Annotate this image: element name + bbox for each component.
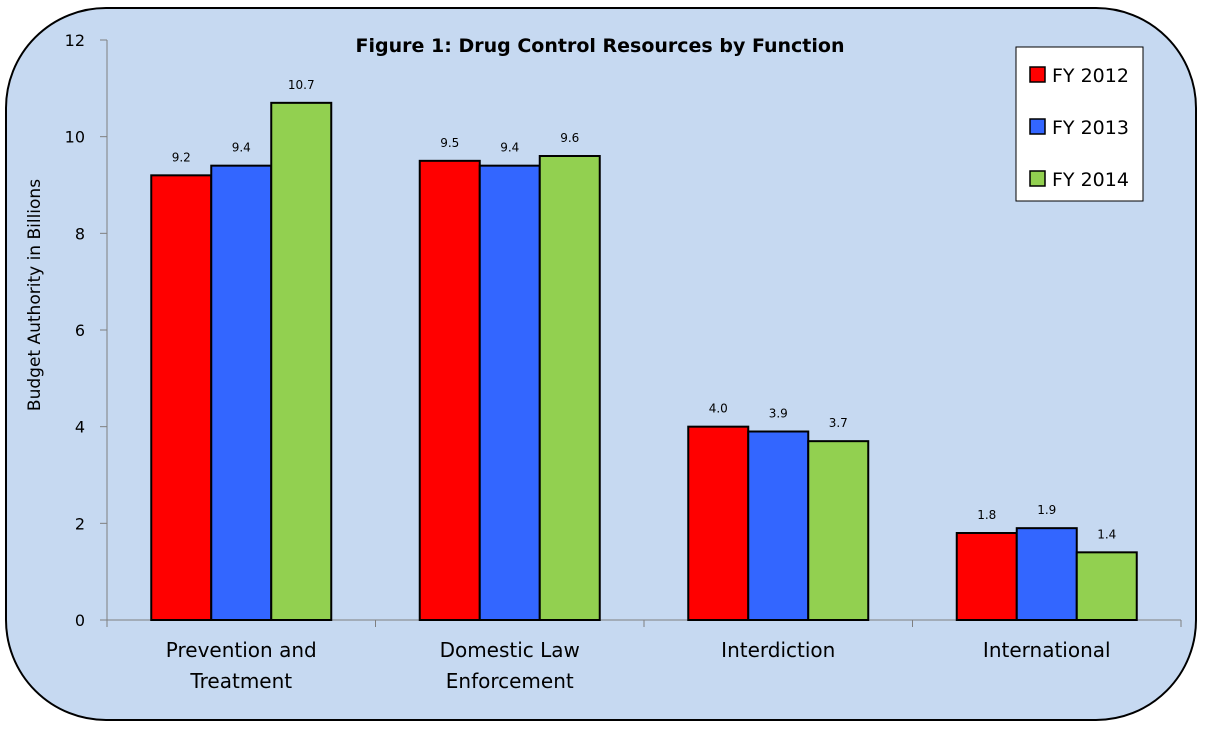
legend-swatch xyxy=(1029,170,1046,187)
bar-data-label: 3.9 xyxy=(769,407,788,421)
y-axis: 0 2 4 6 8 10 12 xyxy=(65,31,108,630)
y-tick-label: 0 xyxy=(75,611,85,630)
bar-data-label: 3.7 xyxy=(829,416,848,430)
legend-label: FY 2014 xyxy=(1052,169,1129,191)
y-tick-label: 8 xyxy=(75,224,85,243)
bar xyxy=(150,174,213,621)
x-category-label: Domestic Law Enforcement xyxy=(440,638,580,693)
bar xyxy=(270,101,333,622)
x-axis: Prevention and Treatment Domestic Law Enfor… xyxy=(106,619,1182,693)
bar xyxy=(955,532,1018,621)
bar xyxy=(1075,551,1138,621)
bar-data-label: 1.4 xyxy=(1097,527,1116,541)
y-tick-label: 10 xyxy=(65,128,85,147)
bar-data-label: 9.5 xyxy=(440,136,459,150)
legend-label: FY 2013 xyxy=(1052,117,1129,139)
y-tick-label: 12 xyxy=(65,31,85,50)
bar-data-label: 9.4 xyxy=(500,141,519,155)
bar xyxy=(1015,527,1078,622)
bar xyxy=(807,440,870,621)
chart-title: Figure 1: Drug Control Resources by Func… xyxy=(356,35,845,57)
legend-swatch xyxy=(1029,118,1046,135)
bar xyxy=(747,430,810,621)
legend: FY 2012 FY 2013 FY 2014 xyxy=(1015,46,1144,202)
bar xyxy=(210,164,273,622)
x-category-label: International xyxy=(983,638,1111,662)
y-tick-label: 4 xyxy=(75,418,85,437)
bar-data-label: 1.8 xyxy=(977,508,996,522)
bar xyxy=(478,164,541,622)
data-labels-group: 9.2 9.5 4.0 1.8 9.4 9.4 3.9 1.9 10.7 9.6 3.7 1.4 xyxy=(172,78,1117,541)
bar-data-label: 1.9 xyxy=(1037,503,1056,517)
y-tick-label: 6 xyxy=(75,321,85,340)
bar-data-label: 4.0 xyxy=(709,402,728,416)
bar-series-group xyxy=(150,101,1138,622)
bar-data-label: 10.7 xyxy=(288,78,315,92)
x-category-label: Interdiction xyxy=(721,638,835,662)
bar-data-label: 9.2 xyxy=(172,150,191,164)
bar xyxy=(418,159,481,621)
legend-swatch xyxy=(1029,66,1046,83)
bar-data-label: 9.6 xyxy=(560,131,579,145)
y-axis-label: Budget Authority in Billions xyxy=(25,179,45,411)
x-category-label: Prevention and Treatment xyxy=(166,638,317,693)
bar-data-label: 9.4 xyxy=(232,141,251,155)
bar xyxy=(538,155,601,621)
y-tick-label: 2 xyxy=(75,514,85,533)
legend-label: FY 2012 xyxy=(1052,65,1129,87)
bar xyxy=(687,425,750,621)
